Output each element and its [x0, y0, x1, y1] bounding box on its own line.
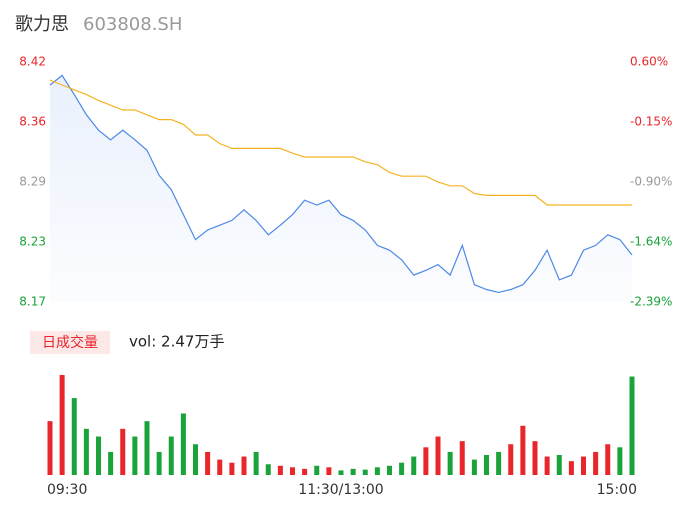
- volume-bar: [435, 436, 441, 475]
- volume-bar: [132, 436, 138, 475]
- volume-bar: [617, 447, 623, 475]
- volume-bar: [459, 441, 465, 475]
- volume-bar: [302, 468, 308, 475]
- volume-bar: [59, 375, 65, 475]
- volume-bar: [144, 421, 150, 475]
- volume-bar: [447, 451, 453, 475]
- volume-bar: [108, 451, 114, 475]
- volume-bar: [71, 398, 77, 475]
- x-tick-label: 15:00: [597, 482, 637, 498]
- volume-bar: [193, 444, 198, 475]
- volume-bar: [568, 461, 574, 475]
- volume-bar: [180, 413, 186, 475]
- y-tick-label: 8.29: [19, 175, 46, 189]
- volume-bar: [338, 470, 344, 475]
- volume-bar: [532, 441, 538, 475]
- volume-bar: [484, 455, 489, 475]
- y2-tick-label: -0.15%: [630, 115, 672, 129]
- volume-bar: [593, 451, 599, 475]
- volume-button[interactable]: [30, 331, 110, 354]
- y2-tick-label: 0.60%: [630, 55, 668, 69]
- volume-bar: [83, 428, 89, 475]
- volume-bar: [120, 428, 126, 475]
- x-tick-label: 11:30/13:00: [298, 482, 383, 498]
- volume-bar: [350, 468, 356, 475]
- y-tick-label: 8.42: [19, 55, 46, 69]
- volume-bar: [399, 462, 405, 475]
- volume-bar: [314, 465, 320, 475]
- volume-bar: [556, 455, 562, 475]
- volume-bar: [241, 456, 247, 475]
- volume-bar: [374, 467, 380, 475]
- volume-button-label[interactable]: 日成交量: [42, 334, 98, 351]
- y2-tick-label: -2.39%: [630, 295, 672, 309]
- volume-label: vol: 2.47万手: [129, 333, 224, 351]
- x-tick-label: 09:30: [47, 482, 87, 498]
- volume-bar: [544, 456, 550, 475]
- volume-bar: [96, 436, 101, 475]
- volume-bar: [326, 467, 332, 475]
- price-line: [49, 74, 633, 294]
- volume-bar: [362, 469, 368, 475]
- volume-bar: [581, 456, 586, 475]
- average-line: [49, 79, 632, 206]
- volume-bar: [265, 464, 271, 475]
- volume-bar: [496, 451, 502, 475]
- y-tick-label: 8.36: [19, 115, 46, 129]
- price-area: [50, 75, 632, 303]
- volume-bar: [217, 459, 223, 475]
- volume-bar: [229, 462, 235, 475]
- y-tick-label: 8.17: [19, 295, 46, 309]
- volume-bar: [520, 425, 526, 475]
- volume-bar: [205, 451, 211, 475]
- volume-bar: [290, 467, 295, 475]
- y2-tick-label: -0.90%: [630, 175, 672, 189]
- volume-bar: [47, 421, 53, 475]
- volume-bar: [605, 444, 611, 475]
- stock-code: 603808.SH: [83, 14, 182, 35]
- volume-bar: [411, 456, 417, 475]
- volume-bar: [253, 451, 259, 475]
- volume-bar: [387, 465, 392, 475]
- volume-bar: [168, 436, 174, 475]
- volume-bar: [156, 451, 162, 475]
- volume-bar: [629, 376, 635, 475]
- volume-bar: [471, 459, 477, 475]
- y2-tick-label: -1.64%: [630, 235, 672, 249]
- volume-bar: [423, 447, 429, 475]
- volume-bar: [277, 465, 283, 475]
- volume-bar: [508, 444, 514, 475]
- stock-name: 歌力思: [15, 14, 69, 35]
- y-tick-label: 8.23: [19, 235, 46, 249]
